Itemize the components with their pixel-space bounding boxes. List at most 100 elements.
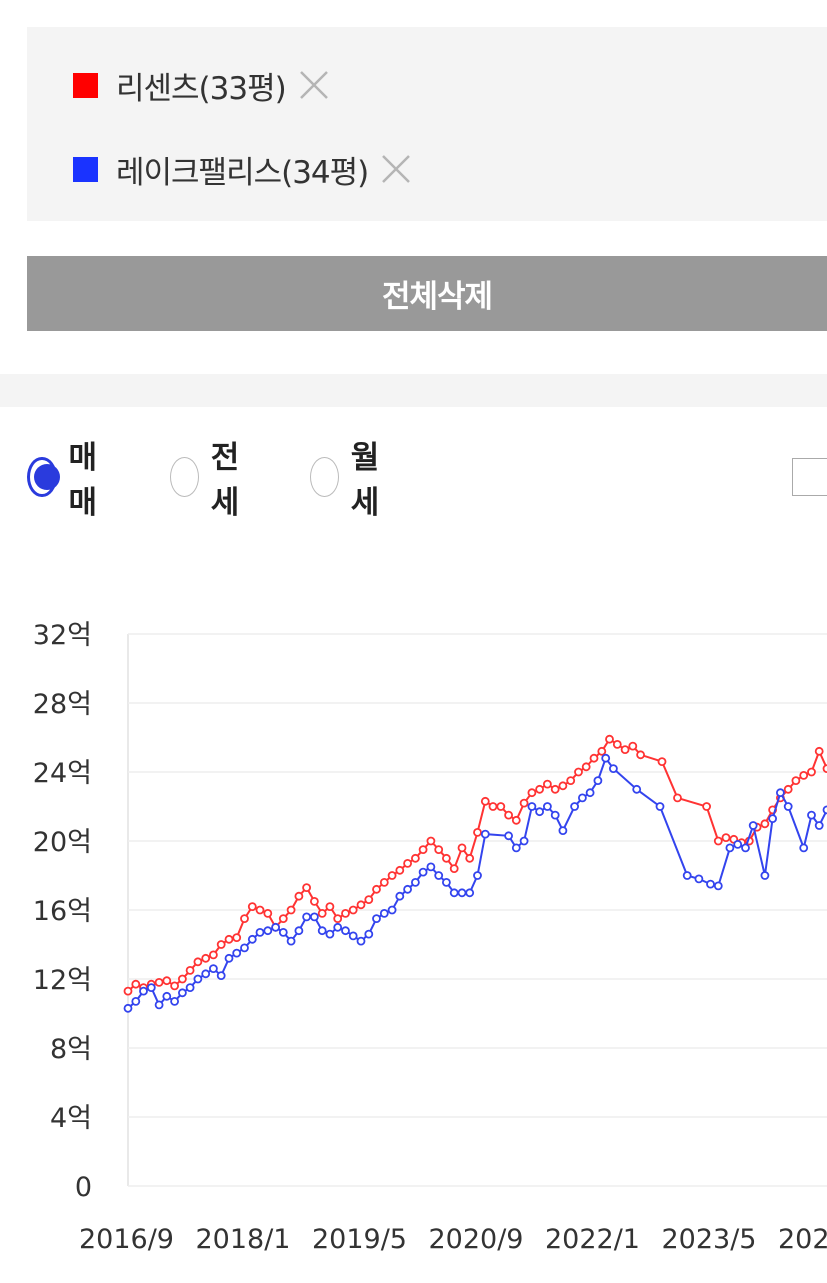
checkbox[interactable]: [792, 458, 827, 496]
data-point[interactable]: [216, 940, 226, 949]
data-point[interactable]: [725, 843, 735, 853]
data-point[interactable]: [325, 929, 335, 939]
data-point[interactable]: [814, 821, 824, 830]
data-point[interactable]: [154, 977, 164, 987]
data-point[interactable]: [255, 905, 265, 915]
data-point[interactable]: [123, 1003, 133, 1013]
data-point[interactable]: [760, 819, 770, 829]
data-point[interactable]: [721, 833, 731, 843]
radio-button[interactable]: [27, 457, 60, 497]
data-point[interactable]: [457, 843, 467, 853]
data-point[interactable]: [543, 779, 552, 789]
data-point[interactable]: [185, 965, 195, 975]
data-point[interactable]: [372, 884, 381, 894]
data-point[interactable]: [612, 739, 622, 749]
data-point[interactable]: [379, 877, 389, 887]
data-point[interactable]: [201, 953, 211, 963]
data-point[interactable]: [348, 931, 358, 941]
data-point[interactable]: [601, 753, 611, 763]
data-point[interactable]: [673, 793, 682, 803]
data-point[interactable]: [702, 802, 711, 811]
data-point[interactable]: [123, 986, 133, 996]
data-point[interactable]: [224, 934, 234, 944]
data-point[interactable]: [558, 781, 568, 791]
data-point[interactable]: [636, 750, 645, 760]
data-point[interactable]: [657, 757, 667, 767]
data-point[interactable]: [240, 943, 249, 953]
data-point[interactable]: [768, 814, 777, 824]
data-point[interactable]: [208, 964, 218, 974]
data-point[interactable]: [434, 845, 444, 855]
data-point[interactable]: [348, 905, 358, 915]
data-point[interactable]: [131, 979, 141, 989]
data-point[interactable]: [356, 900, 366, 910]
data-point[interactable]: [286, 936, 296, 946]
data-point[interactable]: [791, 776, 801, 786]
data-point[interactable]: [609, 764, 618, 774]
data-point[interactable]: [776, 788, 785, 798]
data-point[interactable]: [154, 1000, 164, 1010]
data-point[interactable]: [162, 976, 172, 986]
data-point[interactable]: [589, 753, 599, 763]
data-point[interactable]: [139, 986, 148, 996]
data-point[interactable]: [309, 912, 319, 922]
data-point[interactable]: [632, 784, 642, 794]
radio-option-jeonse[interactable]: 전세: [170, 440, 250, 521]
data-point[interactable]: [783, 784, 793, 794]
data-point[interactable]: [620, 745, 630, 755]
data-point[interactable]: [341, 926, 350, 936]
data-point[interactable]: [193, 974, 203, 984]
data-point[interactable]: [410, 853, 420, 863]
data-point[interactable]: [356, 936, 366, 946]
data-point[interactable]: [570, 802, 579, 811]
close-icon[interactable]: [298, 69, 330, 101]
data-point[interactable]: [403, 858, 413, 868]
data-point[interactable]: [449, 864, 459, 874]
data-point[interactable]: [783, 802, 793, 811]
data-point[interactable]: [807, 767, 816, 777]
data-point[interactable]: [733, 839, 743, 849]
data-point[interactable]: [418, 845, 428, 855]
data-point[interactable]: [799, 843, 809, 853]
data-point[interactable]: [364, 929, 374, 939]
radio-option-monthly[interactable]: 월세: [310, 440, 390, 521]
data-point[interactable]: [302, 912, 312, 922]
data-point[interactable]: [294, 891, 304, 901]
data-point[interactable]: [504, 810, 514, 820]
data-point[interactable]: [496, 802, 506, 811]
data-point[interactable]: [480, 796, 490, 806]
clear-all-button[interactable]: 전체삭제: [27, 256, 827, 331]
data-point[interactable]: [247, 934, 257, 944]
data-point[interactable]: [341, 908, 350, 918]
data-point[interactable]: [574, 767, 583, 777]
data-point[interactable]: [232, 948, 242, 958]
data-point[interactable]: [309, 896, 319, 906]
data-point[interactable]: [395, 891, 405, 901]
radio-button[interactable]: [170, 457, 199, 497]
data-point[interactable]: [457, 888, 467, 898]
data-point[interactable]: [395, 865, 405, 875]
data-point[interactable]: [822, 805, 827, 815]
data-point[interactable]: [741, 843, 750, 853]
data-point[interactable]: [162, 991, 172, 1001]
data-point[interactable]: [278, 914, 288, 924]
data-point[interactable]: [655, 802, 665, 811]
data-point[interactable]: [170, 996, 180, 1006]
data-point[interactable]: [426, 862, 436, 872]
data-point[interactable]: [519, 836, 529, 846]
data-point[interactable]: [578, 793, 587, 803]
data-point[interactable]: [519, 798, 529, 808]
data-point[interactable]: [263, 908, 273, 918]
data-point[interactable]: [131, 996, 141, 1006]
data-point[interactable]: [302, 883, 312, 893]
data-point[interactable]: [473, 871, 482, 880]
data-point[interactable]: [232, 933, 242, 943]
data-point[interactable]: [694, 874, 704, 884]
data-point[interactable]: [403, 884, 413, 894]
data-point[interactable]: [441, 853, 451, 863]
data-point[interactable]: [504, 831, 514, 841]
data-point[interactable]: [278, 927, 288, 937]
data-point[interactable]: [317, 926, 327, 936]
data-point[interactable]: [372, 914, 381, 924]
data-point[interactable]: [473, 827, 482, 837]
